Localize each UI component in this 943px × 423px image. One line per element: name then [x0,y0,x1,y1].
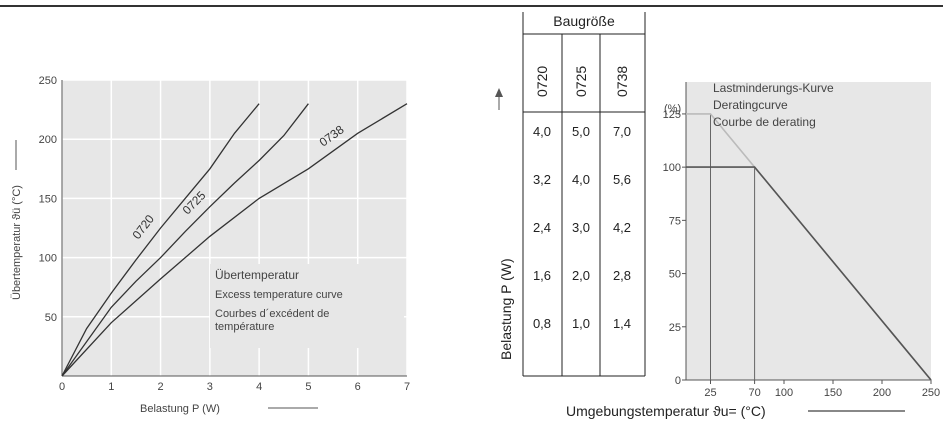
up-arrow-icon [495,88,503,97]
legend-line-3: Courbes d´excédent de [215,308,329,320]
y-tick-label: 50 [45,312,57,324]
legend-line-3: Courbe de derating [713,115,816,129]
table-cell: 4,0 [533,124,551,139]
series-line-0725 [61,103,309,377]
table-cell: 0,8 [533,316,551,331]
table-cell: 3,0 [572,220,590,235]
column-header-0720: 0720 [534,66,550,97]
table-cell: 2,4 [533,220,551,235]
y-tick-label: 75 [669,215,681,227]
x-tick-label: 3 [207,381,213,393]
y-tick-label: 25 [669,322,681,334]
x-tick-label: 150 [824,387,842,399]
table-cell: 1,6 [533,268,551,283]
y-tick-label: 100 [39,253,57,265]
x-axis-label: Umgebungstemperatur ϑu= (°C) [566,403,766,419]
x-tick-label: 200 [873,387,891,399]
x-tick-label: 250 [922,387,940,399]
x-tick-label: 25 [704,387,716,399]
x-tick-label: 2 [158,381,164,393]
y-tick-label: 250 [39,75,57,87]
table-cell: 5,0 [572,124,590,139]
x-tick-label: 70 [748,387,760,399]
series-lines [686,113,932,381]
derating-line-100% [686,166,932,381]
y-axis-label: Übertemperatur ϑü (°C) [11,185,23,300]
x-tick-label: 100 [775,387,793,399]
x-tick-label: 4 [256,381,262,393]
table-cell: 1,0 [572,316,590,331]
y-tick-label: 125 [663,109,681,121]
series-lines [61,103,408,377]
table-cell: 2,0 [572,268,590,283]
table-cells: 4,0 5,0 7,0 3,2 4,0 5,6 2,4 3,0 4,2 1,6 2,0 2,8 0,8 1… [533,124,631,331]
derating-chart: 0 25 50 75 100 125 25 70 100 150 200 250 Lastminder… [566,81,940,419]
y-tick-label: 0 [675,375,681,387]
y-tick-label: 100 [663,162,681,174]
legend-line-2: Deratingcurve [713,98,788,112]
tick-labels: 0 1 2 3 4 5 6 7 50 100 150 200 250 [39,75,410,393]
series-line-0720 [61,103,260,377]
x-axis-label: Belastung P (W) [140,403,220,415]
legend-line-4: température [215,321,274,333]
legend-line-1: Lastminderungs-Kurve [713,81,834,95]
grid [682,82,932,384]
table-axis-label: Belastung P (W) [498,258,514,360]
table-cell: 2,8 [613,268,631,283]
y-unit-label: (%) [664,103,681,115]
x-tick-label: 6 [355,381,361,393]
column-header-0738: 0738 [614,66,630,97]
series-line-0738 [61,103,408,377]
column-header-0725: 0725 [573,66,589,97]
x-tick-label: 5 [305,381,311,393]
x-tick-label: 7 [404,381,410,393]
table-cell: 7,0 [613,124,631,139]
table-cell: 4,2 [613,220,631,235]
x-tick-label: 0 [59,381,65,393]
tick-labels: 0 25 50 75 100 125 25 70 100 150 200 250 [663,109,941,399]
legend-line-1: Übertemperatur [215,268,299,282]
table-cell: 5,6 [613,172,631,187]
group-header: Baugröße [553,13,615,29]
baugroesse-table: Belastung P (W) Baugröße 0720 0725 0738 … [495,12,646,377]
table-cell: 1,4 [613,316,631,331]
y-tick-label: 200 [39,134,57,146]
table-cell: 4,0 [572,172,590,187]
legend-box [210,264,404,348]
x-tick-label: 1 [108,381,114,393]
y-tick-label: 150 [39,193,57,205]
table-cell: 3,2 [533,172,551,187]
legend-line-2: Excess temperature curve [215,289,343,301]
y-tick-label: 50 [669,269,681,281]
